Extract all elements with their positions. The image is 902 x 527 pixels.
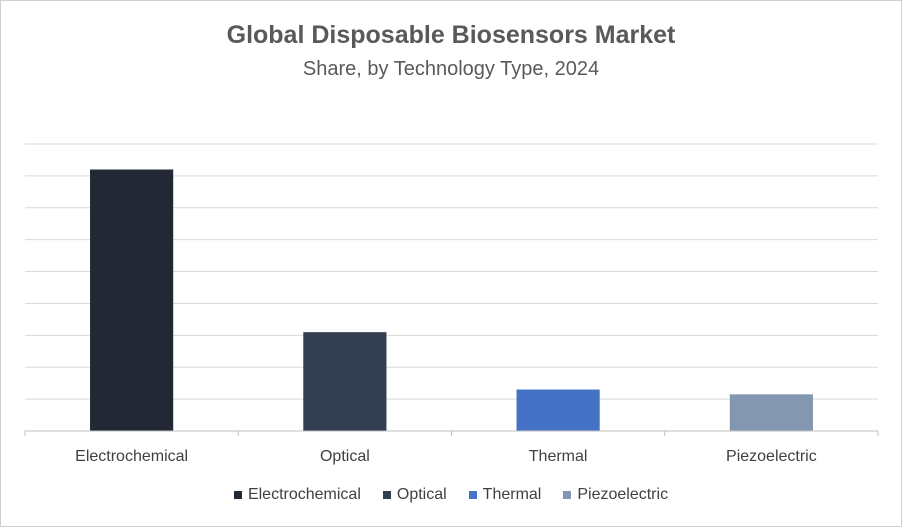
legend-swatch bbox=[563, 491, 572, 499]
x-tick-label: Thermal bbox=[529, 448, 588, 465]
legend-label: Piezoelectric bbox=[577, 486, 669, 503]
legend: Electrochemical Optical Thermal Piezoelectr… bbox=[1, 486, 901, 504]
x-tick-label: Electrochemical bbox=[75, 448, 188, 465]
legend-label: Thermal bbox=[482, 486, 542, 503]
legend-swatch bbox=[468, 491, 477, 499]
chart-subtitle: Share, by Technology Type, 2024 bbox=[302, 58, 600, 80]
chart-title: Global Disposable Biosensors Market bbox=[226, 21, 676, 49]
legend-label: Electrochemical bbox=[247, 486, 361, 503]
legend-item: Thermal bbox=[468, 486, 542, 504]
legend-swatch bbox=[233, 491, 242, 499]
legend-swatch bbox=[382, 491, 391, 499]
x-tick-label: Piezoelectric bbox=[726, 448, 817, 465]
legend-item: Piezoelectric bbox=[563, 486, 668, 504]
legend-item: Optical bbox=[382, 486, 447, 504]
bar-electrochemical bbox=[90, 169, 174, 431]
legend-item: Electrochemical bbox=[233, 486, 361, 504]
legend-label: Optical bbox=[396, 486, 447, 503]
x-tick-label: Optical bbox=[320, 448, 370, 465]
bar-thermal bbox=[516, 389, 600, 431]
bar-piezoelectric bbox=[729, 394, 813, 431]
bar-optical bbox=[303, 332, 387, 431]
